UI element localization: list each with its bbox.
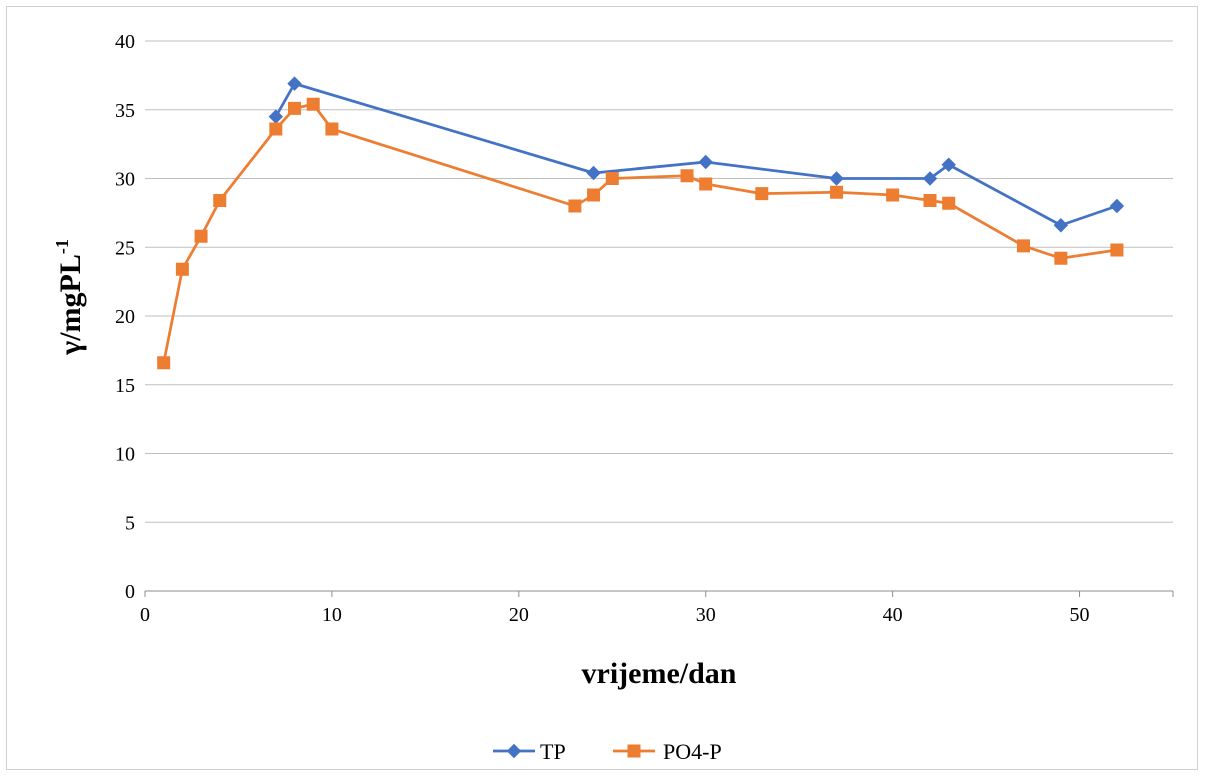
x-axis-title: vrijeme/dan [582, 657, 737, 690]
x-tick-label-30: 30 [696, 604, 716, 626]
data-point-po4-p-9 [587, 188, 601, 202]
data-point-po4-p-20 [1110, 243, 1124, 257]
data-point-po4-p-2 [194, 229, 208, 243]
data-point-po4-p-4 [269, 122, 283, 136]
x-tick-label-10: 10 [322, 604, 342, 626]
data-point-po4-p-15 [886, 188, 900, 202]
data-point-po4-p-16 [923, 194, 937, 207]
y-tick-label-40: 40 [115, 31, 135, 53]
y-tick-label-5: 5 [125, 512, 135, 534]
series-po4-p [157, 97, 1124, 370]
series-line-tp [274, 82, 1118, 227]
x-tick-label-40: 40 [883, 604, 903, 626]
line-chart: 0 5 10 15 20 25 30 35 40 0 10 20 30 40 50 γ/mgPL-1 vr… [52, 31, 1174, 764]
data-point-tp-4 [829, 171, 844, 186]
data-point-tp-6 [941, 157, 956, 172]
y-tick-label-30: 30 [115, 169, 135, 191]
data-point-po4-p-17 [942, 196, 956, 210]
data-point-po4-p-19 [1054, 251, 1068, 265]
x-axis-ticks: 0 10 20 30 40 50 [140, 604, 1090, 626]
series-tp [268, 76, 1125, 233]
legend-marker-tp [506, 743, 522, 759]
data-point-tp-0 [268, 109, 284, 124]
chart-area: 0 5 10 15 20 25 30 35 40 0 10 20 30 40 50 γ/mgPL-1 vr… [6, 6, 1198, 770]
y-tick-label-10: 10 [115, 444, 135, 466]
y-tick-label-20: 20 [115, 306, 135, 328]
data-point-po4-p-10 [605, 172, 619, 185]
data-point-po4-p-14 [830, 185, 844, 199]
data-point-tp-8 [1109, 198, 1125, 214]
y-axis-ticks: 0 5 10 15 20 25 30 35 40 [115, 31, 135, 603]
y-axis-title-main: γ/mgPL [54, 254, 87, 356]
y-axis-title-superscript: -1 [52, 239, 72, 254]
series-group [157, 76, 1125, 370]
data-point-tp-1 [287, 76, 302, 91]
x-tick-label-20: 20 [509, 604, 529, 626]
data-point-tp-2 [586, 165, 601, 181]
axes [144, 590, 1174, 597]
legend: TP PO4-P [493, 739, 722, 764]
data-point-tp-5 [922, 171, 938, 186]
data-point-tp-3 [698, 154, 713, 170]
y-tick-label-25: 25 [115, 237, 135, 259]
data-point-po4-p-13 [755, 187, 769, 201]
legend-label-tp: TP [540, 739, 566, 764]
data-point-po4-p-0 [157, 356, 171, 370]
data-point-tp-7 [1053, 218, 1069, 233]
data-point-po4-p-18 [1016, 239, 1030, 253]
data-point-po4-p-6 [306, 97, 320, 111]
x-tick-label-0: 0 [140, 604, 150, 626]
legend-marker-po4-p [627, 744, 641, 758]
data-point-po4-p-12 [699, 177, 713, 191]
y-tick-label-35: 35 [115, 100, 135, 122]
data-point-po4-p-5 [288, 101, 302, 115]
y-tick-label-0: 0 [125, 581, 135, 603]
y-axis-title: γ/mgPL-1 [52, 239, 87, 356]
x-tick-label-50: 50 [1070, 604, 1090, 626]
series-line-po4-p [162, 102, 1118, 364]
data-point-po4-p-8 [568, 199, 582, 213]
data-point-po4-p-1 [175, 262, 189, 276]
y-tick-label-15: 15 [115, 375, 135, 397]
legend-label-po4-p: PO4-P [663, 739, 722, 764]
data-point-po4-p-7 [325, 122, 339, 136]
data-point-po4-p-11 [680, 169, 694, 183]
data-point-po4-p-3 [213, 194, 227, 207]
